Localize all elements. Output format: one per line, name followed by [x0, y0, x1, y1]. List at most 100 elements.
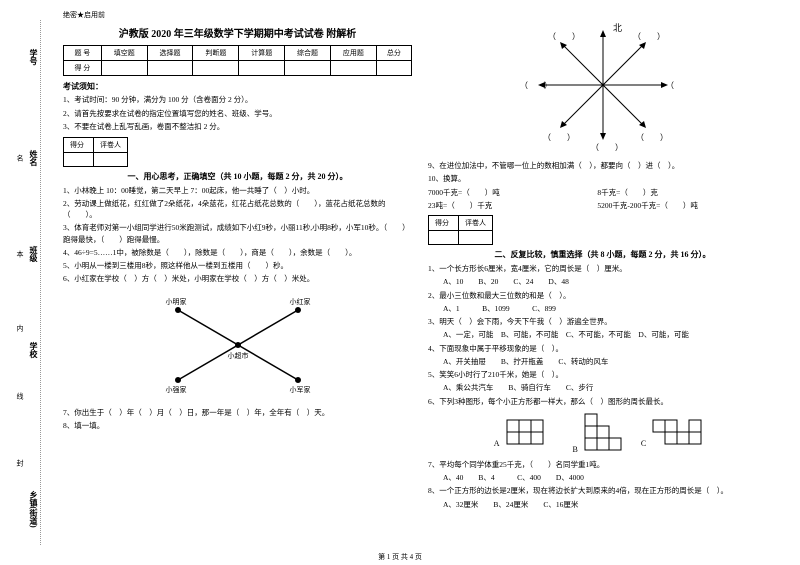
question: 4、下面现象中属于平移现象的是（ ）。	[428, 343, 777, 354]
secret-label: 绝密★启用前	[63, 10, 412, 20]
conv-item: 7000千克=（ ）吨	[428, 187, 596, 198]
shape-a: A	[494, 418, 555, 448]
question: 1、一个长方形长6厘米，宽4厘米，它的周长是（ ）厘米。	[428, 263, 777, 274]
compass-diagram: 北 （ ） （ ） （ ） （ ） （ ） （ ） （ ）	[428, 15, 777, 155]
margin-school: 学校	[28, 342, 39, 358]
options: A、开关抽屉 B、拧开瓶盖 C、转动的风车	[428, 356, 777, 367]
shape-b-svg	[583, 412, 623, 452]
shapes-diagram: A B C	[428, 412, 777, 454]
conv-item: 5200千克-200千克=（ ）吨	[597, 200, 765, 211]
notice-item: 3、不要在试卷上乱写乱画，卷面不整洁扣 2 分。	[63, 122, 412, 133]
margin-name: 姓名	[28, 150, 39, 166]
cell	[147, 61, 193, 76]
question: 8、填一填。	[63, 420, 412, 431]
section2-title: 二、反复比较，慎重选择（共 8 小题，每题 2 分，共 16 分）。	[428, 249, 777, 260]
shape-c-svg	[651, 418, 711, 446]
binding-margin: 学号 姓名 名 班级 本 学校 内 线 封 乡镇(街道)	[0, 0, 50, 565]
cell	[239, 61, 285, 76]
svg-text:（ ）: （ ）	[633, 32, 665, 41]
notice-title: 考试须知：	[63, 81, 412, 92]
notice-item: 2、请首先按要求在试卷的指定位置填写您的姓名、班级、学号。	[63, 109, 412, 120]
svg-text:小明家: 小明家	[165, 297, 186, 306]
exam-title: 沪教版 2020 年三年级数学下学期期中考试试卷 附解析	[63, 25, 412, 40]
page-footer: 第 1 页 共 4 页	[0, 552, 800, 562]
cell: 综合题	[285, 46, 331, 61]
cell	[429, 231, 459, 245]
mini-score-table-2: 得分 评卷人	[428, 215, 493, 245]
table-row: 得分 评卷人	[64, 137, 128, 152]
question: 2、最小三位数和最大三位数的和是（ ）。	[428, 290, 777, 301]
question: 7、平均每个同学体重25千克，（ ）名同学重1吨。	[428, 459, 777, 470]
margin-feng: 封	[15, 460, 25, 467]
question: 6、小红家在学校（ ）方（ ）米处，小明家在学校（ ）方（ ）米处。	[63, 273, 412, 284]
cell: 填空题	[101, 46, 147, 61]
question: 1、小林晚上 10：00睡觉，第二天早上 7：00起床，他一共睡了（ ）小时。	[63, 185, 412, 196]
margin-ben: 本	[15, 251, 25, 258]
conv-item: 8千克=（ ）克	[597, 187, 765, 198]
cell	[285, 61, 331, 76]
question: 7000千克=（ ）吨 8千克=（ ）克	[428, 187, 777, 198]
question: 10、换算。	[428, 173, 777, 184]
cell: 题 号	[64, 46, 102, 61]
right-column: 北 （ ） （ ） （ ） （ ） （ ） （ ） （ ） 9、在进位加法中，不…	[420, 10, 785, 555]
star-svg: 小明家 小红家 小超市 小强家 小军家	[158, 290, 318, 400]
shape-a-label: A	[494, 439, 500, 448]
margin-name-side: 名	[15, 155, 25, 162]
cell	[101, 61, 147, 76]
cell: 评卷人	[94, 137, 128, 152]
question: 6、下列3种图形，每个小正方形都一样大，那么（ ）图形的周长最长。	[428, 396, 777, 407]
question: 3、体育老师对第一小组同学进行50米跑测试，成绩如下小红9秒，小丽11秒,小明8…	[63, 222, 412, 245]
question: 5、小明从一楼到三楼用8秒，照这样他从一楼到五楼用（ ）秒。	[63, 260, 412, 271]
page-container: 绝密★启用前 沪教版 2020 年三年级数学下学期期中考试试卷 附解析 题 号 …	[0, 0, 800, 565]
dotted-line	[40, 20, 41, 545]
svg-text:（ ）: （ ）	[548, 32, 580, 41]
options: A、32厘米 B、24厘米 C、16厘米	[428, 499, 777, 510]
cell	[64, 152, 94, 166]
shape-c: C	[641, 418, 711, 448]
options: A、40 B、4 C、400 D、4000	[428, 472, 777, 483]
svg-text:（ ）: （ ）	[543, 133, 575, 142]
cell: 计算题	[239, 46, 285, 61]
table-row	[429, 231, 493, 245]
shape-c-label: C	[641, 439, 646, 448]
question: 8、一个正方形的边长是2厘米，现在将边长扩大到原来的4倍，现在正方形的周长是（ …	[428, 485, 777, 496]
cell: 评卷人	[459, 216, 493, 231]
svg-text:（ ）: （ ）	[591, 143, 623, 152]
notice-item: 1、考试时间：90 分钟，满分为 100 分（含卷面分 2 分）。	[63, 95, 412, 106]
svg-text:小红家: 小红家	[289, 297, 310, 306]
question: 9、在进位加法中，不管哪一位上的数相加满（ ），都要向（ ）进（ ）。	[428, 160, 777, 171]
left-column: 绝密★启用前 沪教版 2020 年三年级数学下学期期中考试试卷 附解析 题 号 …	[55, 10, 420, 555]
table-row: 得分 评卷人	[429, 216, 493, 231]
question: 7、你出生于（ ）年（ ）月（ ）日，那一年是（ ）年，全年有（ ）天。	[63, 407, 412, 418]
cell	[193, 61, 239, 76]
svg-text:（ ）: （ ）	[666, 81, 688, 90]
table-row: 题 号 填空题 选择题 判断题 计算题 综合题 应用题 总分	[64, 46, 412, 61]
svg-text:小超市: 小超市	[227, 351, 248, 360]
question: 2、劳动课上做纸花，红红做了2朵纸花，4朵蓝花，红花占纸花总数的（ ），蓝花占纸…	[63, 198, 412, 221]
shape-b: B	[573, 412, 623, 454]
options: A、1 B、1099 C、899	[428, 303, 777, 314]
cell	[330, 61, 376, 76]
question: 23吨=（ ）千克 5200千克-200千克=（ ）吨	[428, 200, 777, 211]
compass-svg: 北 （ ） （ ） （ ） （ ） （ ） （ ） （ ）	[518, 15, 688, 155]
margin-town: 乡镇(街道)	[28, 490, 39, 527]
svg-text:（ ）: （ ）	[520, 81, 552, 90]
table-row	[64, 152, 128, 166]
table-row: 得 分	[64, 61, 412, 76]
margin-xian: 线	[15, 392, 25, 399]
question: 3、明天（ ）会下雨，今天下午我（ ）游遍全世界。	[428, 316, 777, 327]
cell: 得分	[64, 137, 94, 152]
shape-a-svg	[505, 418, 555, 446]
cell: 总分	[376, 46, 411, 61]
options: A、10 B、20 C、24 D、48	[428, 276, 777, 287]
mini-score-table: 得分 评卷人	[63, 137, 128, 167]
cell	[376, 61, 411, 76]
score-table: 题 号 填空题 选择题 判断题 计算题 综合题 应用题 总分 得 分	[63, 45, 412, 76]
star-diagram: 小明家 小红家 小超市 小强家 小军家	[63, 290, 412, 402]
options: A、一定，可能 B、可能，不可能 C、不可能，不可能 D、可能，可能	[428, 329, 777, 340]
cell	[94, 152, 128, 166]
cell: 判断题	[193, 46, 239, 61]
margin-class: 班级	[28, 246, 39, 262]
svg-text:（ ）: （ ）	[636, 133, 668, 142]
cell	[459, 231, 493, 245]
